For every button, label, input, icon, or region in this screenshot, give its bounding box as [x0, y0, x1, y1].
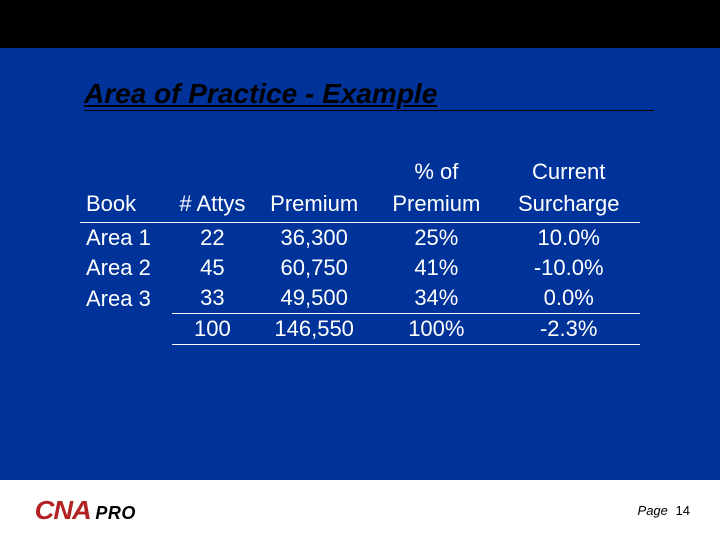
cell-book: Area 3: [80, 283, 172, 314]
cell-premium: 49,500: [253, 283, 375, 314]
title-container: Area of Practice - Example: [84, 78, 644, 111]
cell-attys: 45: [172, 253, 253, 283]
cell-sur: 10.0%: [497, 223, 640, 254]
page-value: 14: [676, 503, 690, 518]
cell-pct: 41%: [375, 253, 497, 283]
cell-total-book: [80, 314, 172, 345]
cell-book: Area 2: [80, 253, 172, 283]
page-label: Page: [638, 503, 668, 518]
th-book: Book: [80, 190, 172, 223]
th-attys: # Attys: [172, 190, 253, 223]
logo-cna-text: CNA: [35, 495, 91, 526]
table-row: Area 3 33 49,500 34% 0.0%: [80, 283, 640, 314]
th-sur: Surcharge: [497, 190, 640, 223]
cell-total-attys: 100: [172, 314, 253, 345]
slide-title: Area of Practice - Example: [84, 78, 644, 112]
table-totals-row: 100 146,550 100% -2.3%: [80, 314, 640, 345]
th-attys-l1: [172, 158, 253, 190]
title-underline: [84, 110, 654, 111]
logo-pro-text: PRO: [95, 503, 136, 524]
table-row: Area 2 45 60,750 41% -10.0%: [80, 253, 640, 283]
logo: CNA PRO: [36, 495, 136, 526]
footer: CNA PRO Page 14: [0, 480, 720, 540]
th-book-l1: [80, 158, 172, 190]
th-premium-l1: [253, 158, 375, 190]
table-row: Area 1 22 36,300 25% 10.0%: [80, 223, 640, 254]
cell-total-premium: 146,550: [253, 314, 375, 345]
cell-premium: 36,300: [253, 223, 375, 254]
cell-pct: 25%: [375, 223, 497, 254]
cell-attys: 33: [172, 283, 253, 314]
practice-table: % of Current Book # Attys Premium Premiu…: [80, 158, 640, 345]
table-header-row-2: Book # Attys Premium Premium Surcharge: [80, 190, 640, 223]
cell-attys: 22: [172, 223, 253, 254]
cell-premium: 60,750: [253, 253, 375, 283]
page-number: Page 14: [638, 503, 690, 518]
cell-book: Area 1: [80, 223, 172, 254]
cell-sur: 0.0%: [497, 283, 640, 314]
cell-sur: -10.0%: [497, 253, 640, 283]
table-header-row-1: % of Current: [80, 158, 640, 190]
cell-total-sur: -2.3%: [497, 314, 640, 345]
th-pct-l1: % of: [375, 158, 497, 190]
th-premium: Premium: [253, 190, 375, 223]
th-sur-l1: Current: [497, 158, 640, 190]
cell-total-pct: 100%: [375, 314, 497, 345]
th-pct: Premium: [375, 190, 497, 223]
cell-pct: 34%: [375, 283, 497, 314]
